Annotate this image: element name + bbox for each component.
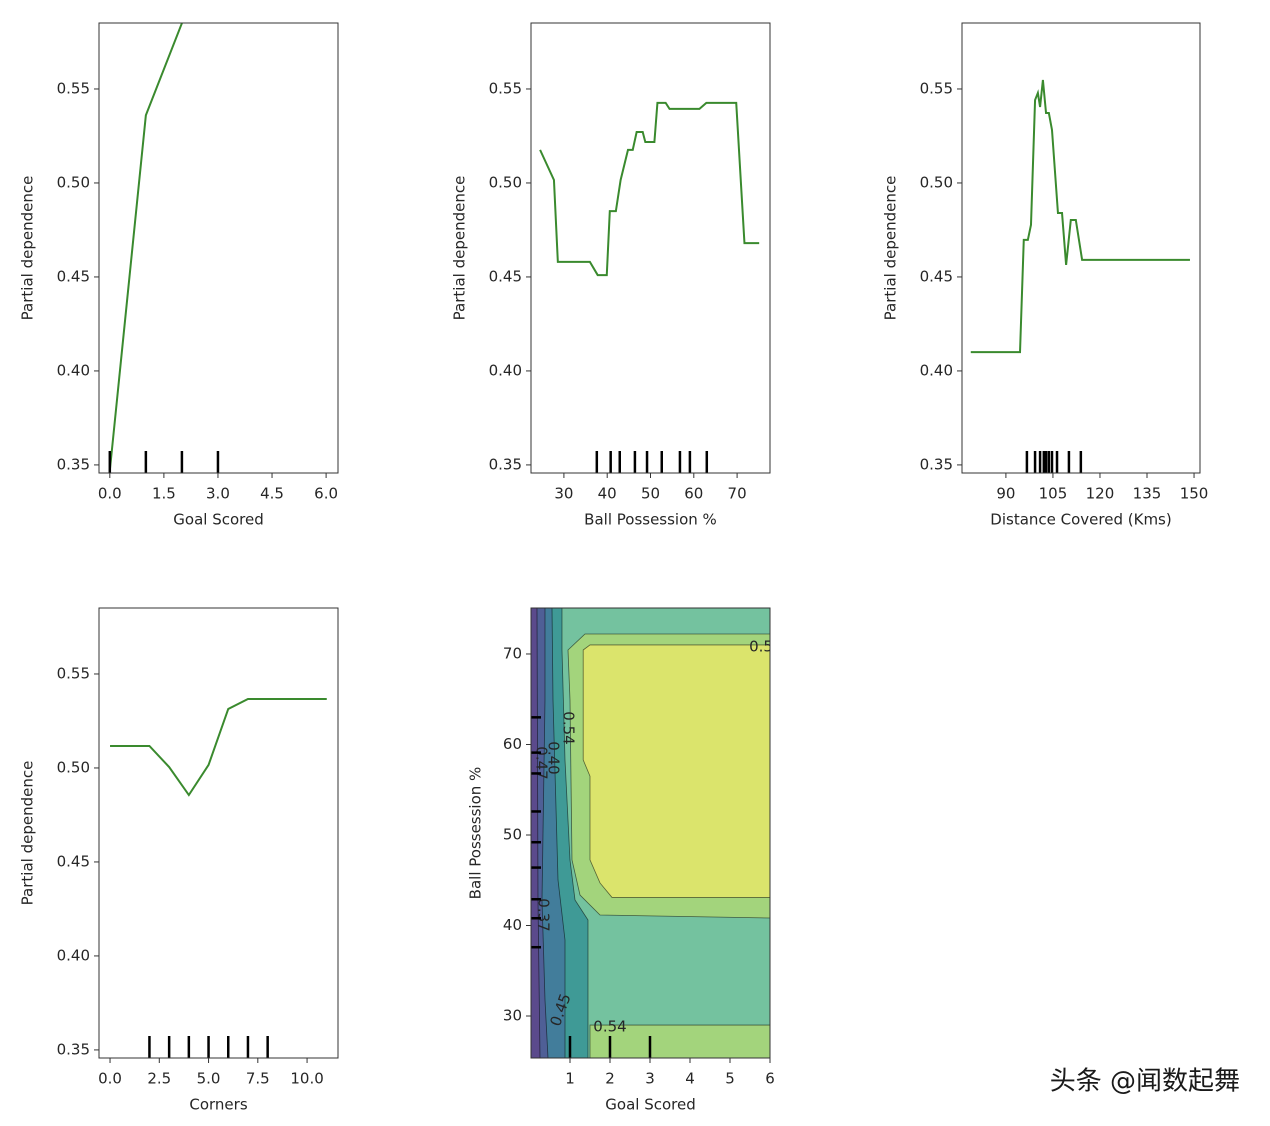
y-tick-label: 30: [503, 1007, 522, 1025]
contour-label: 0.47: [533, 746, 551, 779]
x-tick-label: 1: [565, 1070, 575, 1088]
x-tick-label: 120: [1086, 485, 1115, 503]
y-axis-label: Partial dependence: [19, 176, 37, 321]
x-tick-label: 40: [598, 485, 617, 503]
y-tick-label: 0.35: [920, 455, 953, 473]
y-tick-label: 0.55: [489, 79, 522, 97]
x-tick-label: 60: [684, 485, 703, 503]
line: [539, 101, 760, 277]
axes-frame: [98, 22, 339, 474]
x-axis-label: Goal Scored: [605, 1096, 695, 1114]
y-tick-label: 0.45: [57, 267, 90, 285]
y-tick-label: 0.50: [57, 173, 90, 191]
contour-region: [589, 1024, 770, 1058]
y-tick-label: 0.50: [920, 173, 953, 191]
x-tick-label: 2.5: [147, 1070, 171, 1088]
watermark: 头条 @闻数起舞: [1050, 1067, 1240, 1097]
x-tick-label: 30: [554, 485, 573, 503]
x-axis-label: Distance Covered (Kms): [990, 511, 1171, 529]
x-tick-label: 5.0: [197, 1070, 221, 1088]
contour-label: 0.54: [593, 1018, 626, 1036]
contour-region: [582, 644, 770, 898]
y-axis-label: Partial dependence: [19, 761, 37, 906]
contour-label: 0.40: [545, 741, 563, 774]
y-tick-label: 0.50: [489, 173, 522, 191]
y-tick-label: 0.35: [489, 455, 522, 473]
y-tick-label: 0.35: [57, 455, 90, 473]
y-tick-label: 0.45: [489, 267, 522, 285]
contour-label: 0.54: [560, 711, 578, 744]
x-tick-label: 10.0: [290, 1070, 323, 1088]
y-axis-label: Partial dependence: [882, 176, 900, 321]
plot-area: [539, 101, 760, 473]
y-tick-label: 50: [503, 825, 522, 843]
x-tick-label: 6: [765, 1070, 775, 1088]
x-tick-label: 0.0: [98, 1070, 122, 1088]
y-tick-label: 60: [503, 735, 522, 753]
x-tick-label: 2: [605, 1070, 615, 1088]
y-tick-label: 0.45: [920, 267, 953, 285]
y-tick-label: 0.40: [920, 361, 953, 379]
y-tick-label: 0.50: [57, 758, 90, 776]
y-axis-label: Partial dependence: [451, 176, 469, 321]
axes-frame: [98, 607, 339, 1059]
y-axis-label: Ball Possession %: [467, 767, 485, 900]
plot-area: 0.50.540.400.470.370.45 0.54: [531, 608, 773, 1058]
line: [110, 697, 327, 797]
line: [970, 79, 1190, 354]
x-tick-label: 1.5: [152, 485, 176, 503]
x-tick-label: 105: [1039, 485, 1068, 503]
x-tick-label: 5: [725, 1070, 735, 1088]
y-tick-label: 40: [503, 916, 522, 934]
x-tick-label: 70: [728, 485, 747, 503]
y-tick-label: 0.40: [57, 946, 90, 964]
x-tick-label: 150: [1180, 485, 1209, 503]
y-tick-label: 0.35: [57, 1040, 90, 1058]
x-tick-label: 3: [645, 1070, 655, 1088]
plot-area: [108, 23, 220, 473]
x-axis-label: Ball Possession %: [584, 511, 717, 529]
y-tick-label: 0.55: [57, 79, 90, 97]
y-tick-label: 0.55: [920, 79, 953, 97]
plot-area: [970, 79, 1190, 473]
axes-frame: [530, 22, 771, 474]
y-tick-label: 0.40: [57, 361, 90, 379]
x-axis-label: Corners: [189, 1096, 247, 1114]
x-tick-label: 3.0: [206, 485, 230, 503]
x-tick-label: 6.0: [314, 485, 338, 503]
contour-label: 0.37: [535, 898, 553, 931]
plot-area: [110, 697, 327, 1058]
x-tick-label: 4: [685, 1070, 695, 1088]
x-tick-label: 0.0: [98, 485, 122, 503]
line: [108, 23, 183, 471]
x-tick-label: 7.5: [246, 1070, 270, 1088]
axes-frame: [961, 22, 1201, 474]
x-axis-label: Goal Scored: [173, 511, 263, 529]
y-tick-label: 70: [503, 644, 522, 662]
x-tick-label: 4.5: [260, 485, 284, 503]
y-tick-label: 0.55: [57, 664, 90, 682]
contour-label: 0.5: [749, 638, 773, 656]
x-tick-label: 90: [996, 485, 1015, 503]
y-tick-label: 0.40: [489, 361, 522, 379]
y-tick-label: 0.45: [57, 852, 90, 870]
x-tick-label: 135: [1133, 485, 1162, 503]
x-tick-label: 50: [641, 485, 660, 503]
